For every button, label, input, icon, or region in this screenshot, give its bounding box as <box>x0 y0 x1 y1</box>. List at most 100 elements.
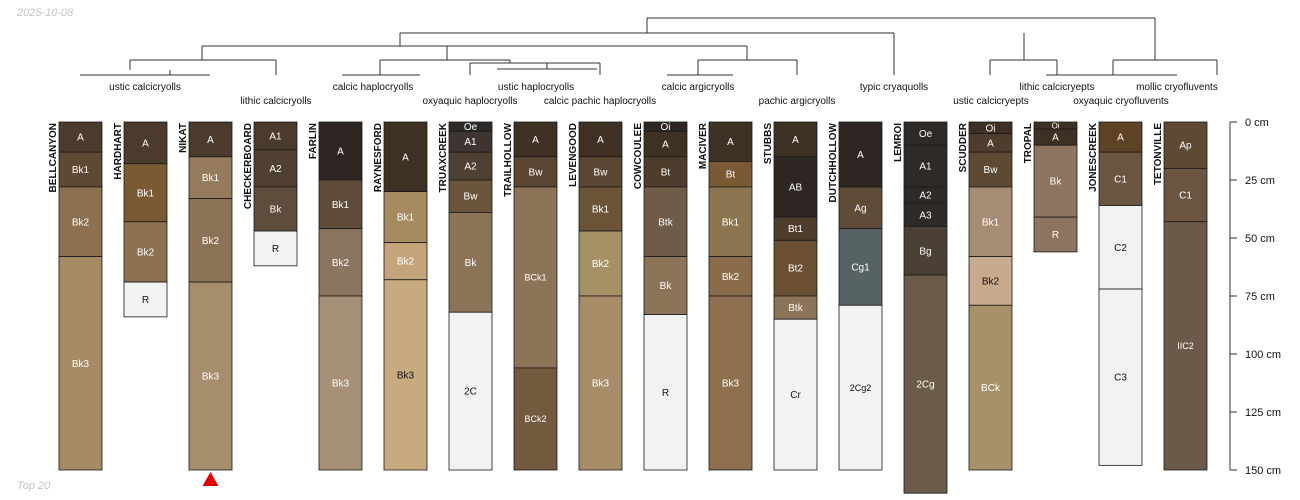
horizon-c2 <box>1098 205 1143 290</box>
horizon-label: Bw <box>464 192 479 203</box>
horizon-label: Bk3 <box>72 359 90 370</box>
horizon-label: C1 <box>1114 174 1127 185</box>
taxon-label: lithic calcicryepts <box>1019 82 1094 93</box>
horizon-label: 2Cg <box>916 380 934 391</box>
profile-name: HARDHART <box>113 123 124 180</box>
horizon-a <box>773 121 818 158</box>
profile-name: MACIVER <box>698 122 709 169</box>
depth-axis-label: 150 cm <box>1245 465 1281 477</box>
horizon-label: Bk3 <box>202 372 220 383</box>
profile-name: BELLCANYON <box>48 123 59 192</box>
horizon-label: Oi <box>986 123 996 134</box>
horizon-label: A2 <box>269 164 282 175</box>
horizon-bk2 <box>708 256 753 297</box>
horizon-bk1 <box>968 186 1013 257</box>
horizon-label: Bk1 <box>982 217 1000 228</box>
date-stamp: 2025-10-08 <box>17 7 74 19</box>
horizon-label: Bk2 <box>397 257 415 268</box>
horizon-bk2 <box>188 198 233 283</box>
horizon-label: Bk2 <box>332 258 350 269</box>
horizon-label: Bt <box>661 167 671 178</box>
horizon-label: Bk <box>270 205 283 216</box>
profile-name: TRUAXCREEK <box>438 122 449 192</box>
horizon-bk1 <box>188 156 233 199</box>
taxon-label: calcic haplocryolls <box>333 82 414 93</box>
taxon-label: calcic argicryolls <box>662 82 735 93</box>
horizon-c3 <box>1098 288 1143 466</box>
horizon-bw <box>513 156 558 188</box>
horizon-bck2 <box>513 367 558 471</box>
horizon-bk <box>643 256 688 315</box>
taxon-label: calcic pachic haplocryolls <box>544 96 656 107</box>
horizon-label: C1 <box>1179 191 1192 202</box>
horizon-label: R <box>662 388 669 399</box>
horizon-label: Ag <box>854 203 866 214</box>
horizon-cg1 <box>838 228 883 306</box>
horizon-label: 2Cg2 <box>850 383 872 393</box>
horizon-label: A <box>662 140 669 151</box>
horizon-bck <box>968 304 1013 471</box>
horizon-label: Bk <box>1050 177 1063 188</box>
depth-axis-label: 50 cm <box>1245 233 1275 245</box>
profile-name: RAYNESFORD <box>373 123 384 192</box>
horizon-a1 <box>903 144 948 188</box>
horizon-bk2 <box>58 186 103 257</box>
horizon-label: A <box>727 137 734 148</box>
horizon-label: Bk1 <box>72 165 90 176</box>
horizon-a <box>643 130 688 158</box>
horizon-label: A <box>207 135 214 146</box>
selected-marker <box>202 472 219 486</box>
horizon-label: Bk3 <box>592 379 610 390</box>
horizon-bk <box>448 212 493 313</box>
taxon-label: oxyaquic haplocryolls <box>422 96 517 107</box>
depth-axis-label: 100 cm <box>1245 349 1281 361</box>
horizon-label: Bg <box>919 246 931 257</box>
horizon-label: BCk2 <box>524 414 546 424</box>
horizon-label: Bk1 <box>397 213 415 224</box>
horizon-bk2 <box>383 242 428 281</box>
taxon-label: lithic calcicryolls <box>240 96 311 107</box>
horizon-bk3 <box>578 295 623 471</box>
profile-name: JONESCREEK <box>1088 122 1099 192</box>
depth-axis-label: 0 cm <box>1245 117 1269 129</box>
horizon-label: Oe <box>919 129 933 140</box>
horizon-bk1 <box>58 151 103 188</box>
horizon-ag <box>838 186 883 230</box>
horizon-a <box>1098 121 1143 153</box>
horizon-label: Bk2 <box>592 259 610 270</box>
horizon-label: A1 <box>464 137 477 148</box>
horizon-label: Bk3 <box>397 370 415 381</box>
depth-axis-label: 75 cm <box>1245 291 1275 303</box>
horizon-cr <box>773 318 818 471</box>
horizon-label: Bk1 <box>202 173 220 184</box>
horizon-label: Bk1 <box>722 217 740 228</box>
horizon-a <box>708 121 753 162</box>
horizon-label: Btk <box>788 303 803 314</box>
horizon-label: C3 <box>1114 373 1127 384</box>
horizon-label: Bk3 <box>332 379 350 390</box>
profile-name: COWCOULEE <box>633 123 644 189</box>
horizon-bt <box>643 156 688 188</box>
depth-axis-label: 25 cm <box>1245 175 1275 187</box>
horizon-label: A2 <box>919 191 932 202</box>
horizon-label: Bk1 <box>592 205 610 216</box>
taxon-label: ustic calcicryolls <box>109 82 181 93</box>
horizon-bw <box>968 151 1013 188</box>
horizon-bw <box>448 179 493 213</box>
profile-name: TRAILHOLLOW <box>503 122 514 196</box>
horizon-label: A1 <box>919 162 932 173</box>
horizon-bk1 <box>318 179 363 230</box>
horizon-a <box>58 121 103 153</box>
horizon-label: Bw <box>594 167 609 178</box>
horizon-btk <box>643 186 688 257</box>
horizon-label: A <box>337 147 344 158</box>
horizon-label: Bk1 <box>332 200 350 211</box>
horizon-label: A <box>142 138 149 149</box>
horizon-label: C2 <box>1114 243 1127 254</box>
horizon-bt2 <box>773 239 818 297</box>
horizon-label: Bw <box>984 165 999 176</box>
horizon-label: Bt2 <box>788 264 803 275</box>
horizon-r <box>253 230 298 267</box>
horizon-bk3 <box>708 295 753 471</box>
